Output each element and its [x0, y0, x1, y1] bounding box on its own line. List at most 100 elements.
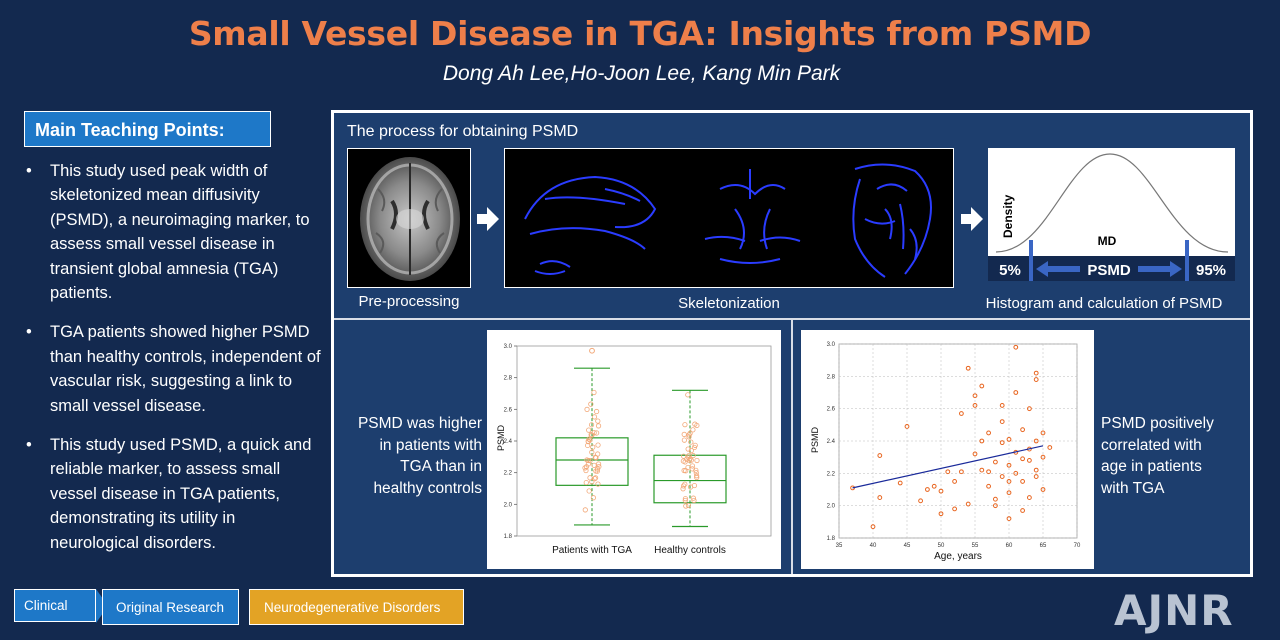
data-point — [589, 449, 595, 455]
data-point — [687, 484, 694, 490]
data-point — [694, 473, 700, 479]
data-point — [986, 483, 992, 489]
data-point — [877, 453, 883, 458]
bullet-icon: • — [26, 162, 32, 180]
data-point — [681, 467, 687, 474]
boxplot-description: PSMD was higher in patients with TGA tha… — [357, 415, 482, 497]
teaching-point: • TGA patients showed higher PSMD than he… — [24, 320, 324, 418]
data-point — [993, 496, 998, 502]
data-point — [999, 440, 1005, 446]
boxplot-chart: 1.8 2.0 2.2 2.4 2.6 2.8 3.0 PSMD Patients with T… — [487, 330, 781, 569]
tag-clinical[interactable]: Clinical — [14, 589, 96, 622]
data-point — [680, 486, 686, 492]
histogram-xlabel: MD — [1098, 234, 1117, 248]
data-point — [972, 393, 978, 399]
data-point — [959, 411, 964, 416]
data-point — [1020, 479, 1026, 484]
data-point — [686, 434, 692, 440]
data-point — [686, 452, 692, 459]
data-point — [1040, 430, 1046, 436]
x-tick-label: 55 — [972, 543, 979, 549]
histogram-left-pct: 5% — [999, 262, 1021, 279]
data-point — [584, 457, 590, 463]
data-point — [1033, 438, 1039, 444]
data-point — [592, 475, 599, 481]
data-point — [584, 406, 590, 412]
data-point — [918, 498, 923, 504]
data-point — [952, 479, 958, 484]
data-point — [1006, 436, 1012, 442]
data-point — [591, 462, 597, 468]
data-point — [590, 495, 597, 501]
y-tick-label: 2.6 — [504, 407, 513, 413]
data-point — [1013, 470, 1019, 476]
data-point — [681, 437, 687, 443]
x-tick-label: 60 — [1006, 543, 1013, 549]
data-point — [938, 488, 944, 494]
teaching-point-text: This study used PSMD, a quick and reliab… — [50, 436, 312, 552]
box — [653, 454, 727, 504]
data-point — [685, 502, 692, 509]
ajnr-logo: AJNR — [1114, 586, 1234, 635]
x-tick-label: 45 — [904, 543, 911, 549]
data-point — [688, 447, 694, 454]
data-point — [1033, 467, 1039, 473]
x-tick-label: 35 — [836, 543, 843, 549]
x-tick-label: 65 — [1040, 543, 1047, 549]
y-axis-label: PSMD — [810, 426, 820, 453]
data-point — [682, 422, 688, 428]
data-point — [870, 524, 876, 530]
data-point — [594, 408, 600, 415]
data-point — [1013, 390, 1019, 395]
histogram-image: Density MD 5% PSMD 95% — [988, 148, 1235, 281]
data-point — [1027, 495, 1032, 500]
x-category-label: Patients with TGA — [552, 545, 632, 556]
caption-preprocessing: Pre-processing — [358, 293, 460, 310]
process-arrow-icon — [961, 207, 983, 231]
y-axis-label: PSMD — [496, 424, 506, 451]
y-tick-label: 2.8 — [827, 374, 836, 380]
data-point — [690, 495, 696, 501]
x-axis-label: Age, years — [934, 551, 982, 562]
data-point — [685, 446, 691, 452]
process-title: The process for obtaining PSMD — [347, 123, 579, 140]
data-point — [693, 470, 699, 476]
data-point — [691, 497, 697, 504]
histogram-psmd-label: PSMD — [1087, 262, 1131, 279]
data-point — [582, 507, 588, 513]
data-point — [594, 466, 601, 472]
y-tick-label: 3.0 — [504, 344, 513, 350]
y-tick-label: 3.0 — [827, 342, 836, 348]
data-point — [1020, 508, 1026, 513]
authors: Dong Ah Lee,Ho-Joon Lee, Kang Min Park — [442, 62, 841, 85]
data-point — [595, 461, 602, 467]
data-point — [588, 401, 594, 407]
data-point — [582, 465, 588, 471]
data-point — [1013, 344, 1019, 350]
data-point — [587, 458, 593, 464]
data-point — [877, 495, 883, 500]
data-point — [999, 474, 1005, 479]
scatter-description: PSMD positively correlated with age in p… — [1101, 415, 1214, 497]
data-point — [999, 403, 1005, 408]
data-point — [986, 469, 992, 475]
data-point — [965, 365, 971, 371]
data-point — [693, 467, 699, 473]
data-point — [683, 503, 689, 509]
data-point — [1027, 406, 1032, 412]
x-tick-label: 50 — [938, 543, 945, 549]
y-tick-label: 2.4 — [504, 439, 513, 445]
data-point — [979, 467, 985, 473]
data-point — [685, 464, 691, 471]
teaching-point: • This study used peak width of skeletoni… — [24, 159, 324, 305]
tag-original-research[interactable]: Original Research — [102, 589, 239, 625]
scatter-chart: 35 40 45 50 55 60 65 70 1.8 2.0 2.2 2.4 2.6 2.8 3.0 PSM… — [801, 330, 1094, 569]
y-tick-label: 2.2 — [504, 471, 513, 477]
y-tick-label: 2.4 — [827, 439, 836, 445]
data-point — [686, 432, 692, 438]
data-point — [583, 479, 589, 486]
tag-neurodegenerative[interactable]: Neurodegenerative Disorders — [249, 589, 464, 625]
data-point — [682, 459, 688, 465]
data-point — [986, 430, 992, 436]
teaching-point-text: TGA patients showed higher PSMD than hea… — [50, 323, 321, 415]
